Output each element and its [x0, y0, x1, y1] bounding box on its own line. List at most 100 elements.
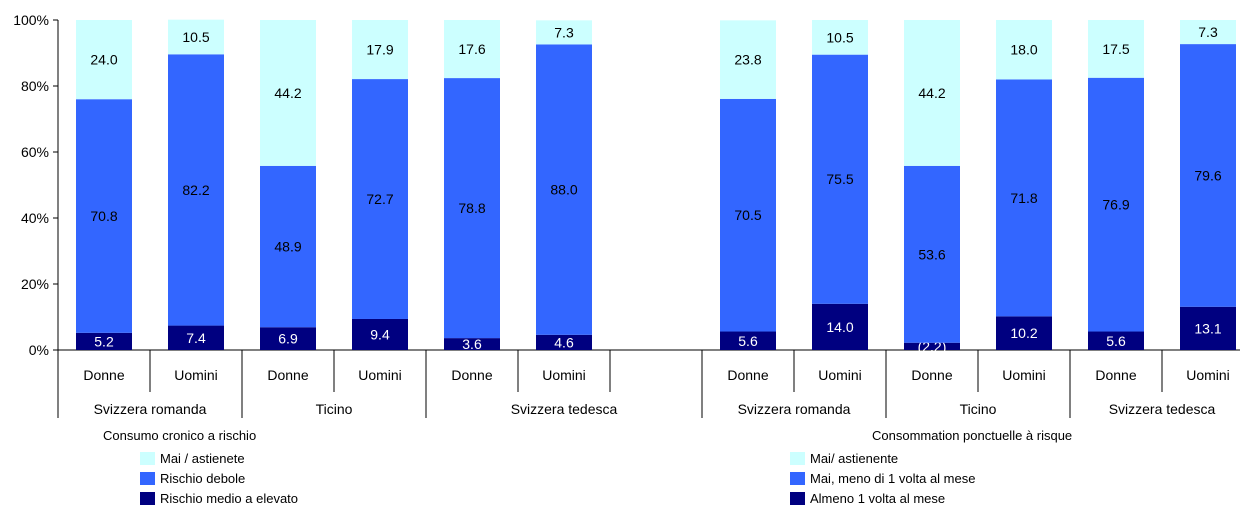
bar-segment — [536, 44, 592, 335]
bar-segment — [260, 327, 316, 350]
data-label: 48.9 — [274, 239, 301, 255]
bar-segment — [168, 325, 224, 350]
legend-label: Mai/ astienente — [810, 451, 898, 466]
bar-segment — [812, 303, 868, 350]
bar-segment — [1180, 44, 1236, 307]
bar-segment — [904, 342, 960, 350]
legend-swatch — [790, 492, 805, 505]
bar-segment — [1088, 331, 1144, 350]
bar-segment — [720, 20, 776, 99]
legend-swatch — [140, 452, 155, 465]
legend-label: Mai / astienete — [160, 451, 245, 466]
bar-segment — [444, 78, 500, 339]
bar-segment — [352, 20, 408, 80]
data-label: 23.8 — [734, 52, 761, 68]
bar-segment — [260, 165, 316, 328]
data-label: 13.1 — [1194, 320, 1221, 336]
data-label: 17.6 — [458, 41, 485, 57]
bar-segment — [76, 332, 132, 350]
bar-category-label: Donne — [267, 367, 308, 383]
bar-segment — [1088, 77, 1144, 332]
bar-segment — [168, 54, 224, 326]
bar-category-label: Uomini — [818, 367, 862, 383]
y-tick-label: 60% — [21, 144, 49, 160]
bar-segment — [1180, 306, 1236, 350]
bar-category-label: Uomini — [542, 367, 586, 383]
region-label: Svizzera romanda — [738, 401, 851, 417]
data-label: 4.6 — [554, 334, 574, 350]
region-label: Ticino — [316, 401, 353, 417]
legend-label: Almeno 1 volta al mese — [810, 491, 945, 506]
bar-segment — [812, 54, 868, 304]
data-label: 71.8 — [1010, 190, 1037, 206]
data-label: 75.5 — [826, 171, 853, 187]
data-label: 72.7 — [366, 191, 393, 207]
data-label: 17.9 — [366, 42, 393, 58]
data-label: 76.9 — [1102, 197, 1129, 213]
legend-swatch — [140, 472, 155, 485]
data-label: 78.8 — [458, 200, 485, 216]
data-label: 24.0 — [90, 52, 117, 68]
y-tick-label: 80% — [21, 78, 49, 94]
data-label: 79.6 — [1194, 167, 1221, 183]
data-label: 10.5 — [826, 29, 853, 45]
group-title: Consommation ponctuelle à risque — [872, 428, 1072, 443]
data-label: 82.2 — [182, 182, 209, 198]
y-tick-label: 0% — [29, 342, 49, 358]
bar-segment — [76, 99, 132, 333]
y-tick-label: 40% — [21, 210, 49, 226]
data-label: 10.2 — [1010, 325, 1037, 341]
data-label: 10.5 — [182, 29, 209, 45]
group-title: Consumo cronico a rischio — [103, 428, 256, 443]
bar-category-label: Donne — [451, 367, 492, 383]
data-label: 3.6 — [462, 336, 482, 352]
legend-swatch — [790, 472, 805, 485]
y-tick-label: 100% — [13, 12, 49, 28]
bar-category-label: Uomini — [358, 367, 402, 383]
data-label: 14.0 — [826, 319, 853, 335]
data-label: 44.2 — [918, 85, 945, 101]
bar-segment — [720, 331, 776, 350]
data-label: 53.6 — [918, 246, 945, 262]
data-label: 5.6 — [1106, 333, 1126, 349]
region-label: Svizzera tedesca — [511, 401, 618, 417]
bar-segment — [76, 20, 132, 100]
data-label: 70.8 — [90, 208, 117, 224]
bar-segment — [720, 98, 776, 332]
bar-category-label: Uomini — [1186, 367, 1230, 383]
bar-segment — [352, 318, 408, 350]
region-label: Ticino — [960, 401, 997, 417]
data-label: 5.6 — [738, 333, 758, 349]
bar-category-label: Donne — [911, 367, 952, 383]
bar-category-label: Donne — [727, 367, 768, 383]
bar-segment — [444, 20, 500, 79]
bar-segment — [1088, 20, 1144, 78]
bar-category-label: Donne — [83, 367, 124, 383]
bar-segment — [904, 20, 960, 166]
bar-segment — [996, 316, 1052, 350]
legend-label: Mai, meno di 1 volta al mese — [810, 471, 975, 486]
y-tick-label: 20% — [21, 276, 49, 292]
bar-category-label: Donne — [1095, 367, 1136, 383]
bar-segment — [1180, 20, 1236, 45]
data-label: 7.4 — [186, 330, 206, 346]
bar-segment — [536, 334, 592, 350]
data-label: 9.4 — [370, 326, 390, 342]
bar-segment — [168, 19, 224, 55]
data-label: 88.0 — [550, 182, 577, 198]
region-label: Svizzera tedesca — [1109, 401, 1216, 417]
bar-segment — [812, 20, 868, 55]
bar-segment — [536, 20, 592, 45]
bar-category-label: Uomini — [1002, 367, 1046, 383]
bar-segment — [260, 20, 316, 166]
bar-segment — [444, 338, 500, 350]
data-label: 6.9 — [278, 331, 298, 347]
legend-label: Rischio debole — [160, 471, 245, 486]
bar-segment — [904, 165, 960, 343]
legend-label: Rischio medio a elevato — [160, 491, 298, 506]
bar-category-label: Uomini — [174, 367, 218, 383]
data-label: 18.0 — [1010, 42, 1037, 58]
data-label: 17.5 — [1102, 41, 1129, 57]
data-label: 70.5 — [734, 207, 761, 223]
